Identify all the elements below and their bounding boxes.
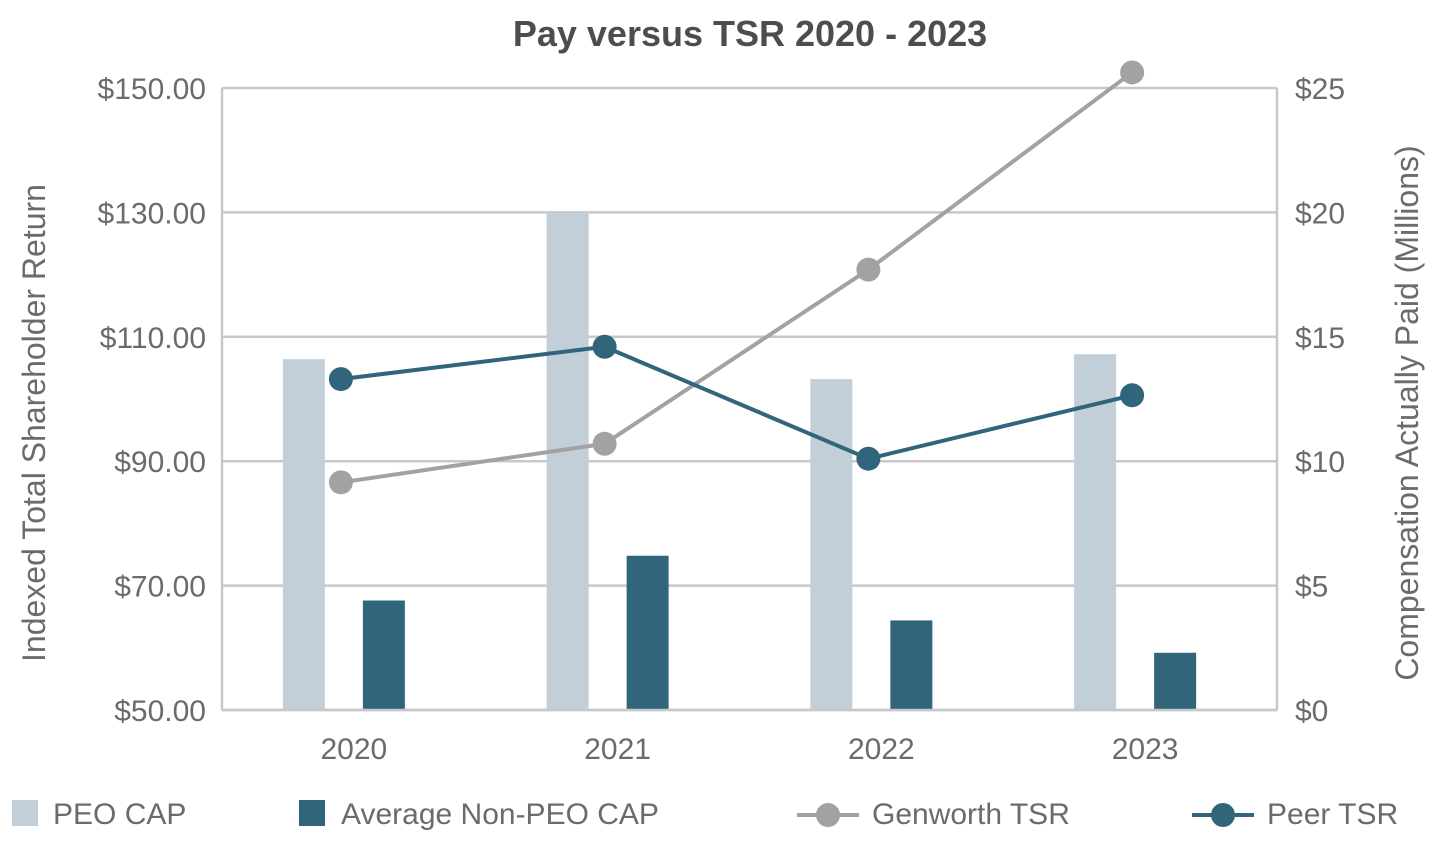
peer-tsr-point bbox=[856, 446, 881, 471]
legend-swatch-non-peo-cap bbox=[299, 800, 325, 826]
legend-marker-peer-tsr bbox=[1211, 803, 1235, 827]
genworth-tsr-line bbox=[340, 70, 1134, 485]
y-left-tick-label: $90.00 bbox=[114, 446, 206, 479]
legend: PEO CAP Average Non-PEO CAP Genworth TSR Pe… bbox=[12, 798, 1398, 831]
y-right-tick-label: $10 bbox=[1295, 446, 1345, 479]
x-tick-label: 2022 bbox=[848, 733, 915, 766]
non-peo-cap-bar bbox=[1154, 652, 1197, 710]
genworth-tsr-point bbox=[1120, 60, 1145, 85]
genworth-tsr-point bbox=[328, 470, 353, 495]
peer-tsr-point bbox=[1120, 383, 1145, 408]
y-left-tick-label: $110.00 bbox=[100, 322, 206, 355]
x-tick-label: 2021 bbox=[584, 733, 651, 766]
peer-tsr-point bbox=[592, 334, 617, 359]
y-right-tick-label: $0 bbox=[1295, 695, 1328, 728]
legend-label-peer-tsr: Peer TSR bbox=[1267, 798, 1398, 831]
legend-swatch-peo-cap bbox=[12, 800, 38, 826]
chart-title: Pay versus TSR 2020 - 2023 bbox=[513, 13, 987, 54]
legend-label-genworth-tsr: Genworth TSR bbox=[872, 798, 1070, 831]
non-peo-cap-bar bbox=[362, 600, 405, 710]
peo-cap-bar bbox=[282, 359, 325, 710]
y-left-tick-label: $150.00 bbox=[98, 73, 206, 106]
peo-cap-bar bbox=[546, 212, 589, 710]
y-left-tick-label: $50.00 bbox=[114, 695, 206, 728]
non-peo-cap-bar bbox=[626, 555, 669, 710]
y-right-tick-label: $5 bbox=[1295, 571, 1328, 604]
genworth-tsr-point bbox=[856, 257, 881, 282]
y-right-tick-label: $25 bbox=[1295, 73, 1345, 106]
genworth-tsr-point bbox=[592, 431, 617, 456]
y-axis-left-label: Indexed Total Shareholder Return bbox=[16, 184, 52, 662]
legend-label-non-peo-cap: Average Non-PEO CAP bbox=[341, 798, 659, 831]
axes: $50.00 $70.00 $90.00 $110.00 $130.00 $150.00 $… bbox=[98, 73, 1346, 766]
y-left-tick-label: $130.00 bbox=[98, 197, 206, 230]
x-tick-label: 2020 bbox=[321, 733, 388, 766]
y-axis-right-label: Compensation Actually Paid (Millions) bbox=[1389, 145, 1425, 680]
peo-cap-bar bbox=[1074, 354, 1117, 710]
legend-marker-genworth-tsr bbox=[816, 803, 840, 827]
y-right-tick-label: $20 bbox=[1295, 197, 1345, 230]
peer-tsr-line bbox=[340, 344, 1133, 461]
peo-cap-bar bbox=[810, 379, 853, 710]
y-left-tick-label: $70.00 bbox=[114, 571, 206, 604]
legend-label-peo-cap: PEO CAP bbox=[53, 798, 186, 831]
line-series bbox=[328, 60, 1145, 495]
bar-series bbox=[282, 212, 1197, 710]
y-right-tick-label: $15 bbox=[1295, 322, 1345, 355]
x-tick-label: 2023 bbox=[1112, 733, 1179, 766]
peer-tsr-point bbox=[328, 367, 353, 392]
non-peo-cap-bar bbox=[890, 620, 933, 710]
